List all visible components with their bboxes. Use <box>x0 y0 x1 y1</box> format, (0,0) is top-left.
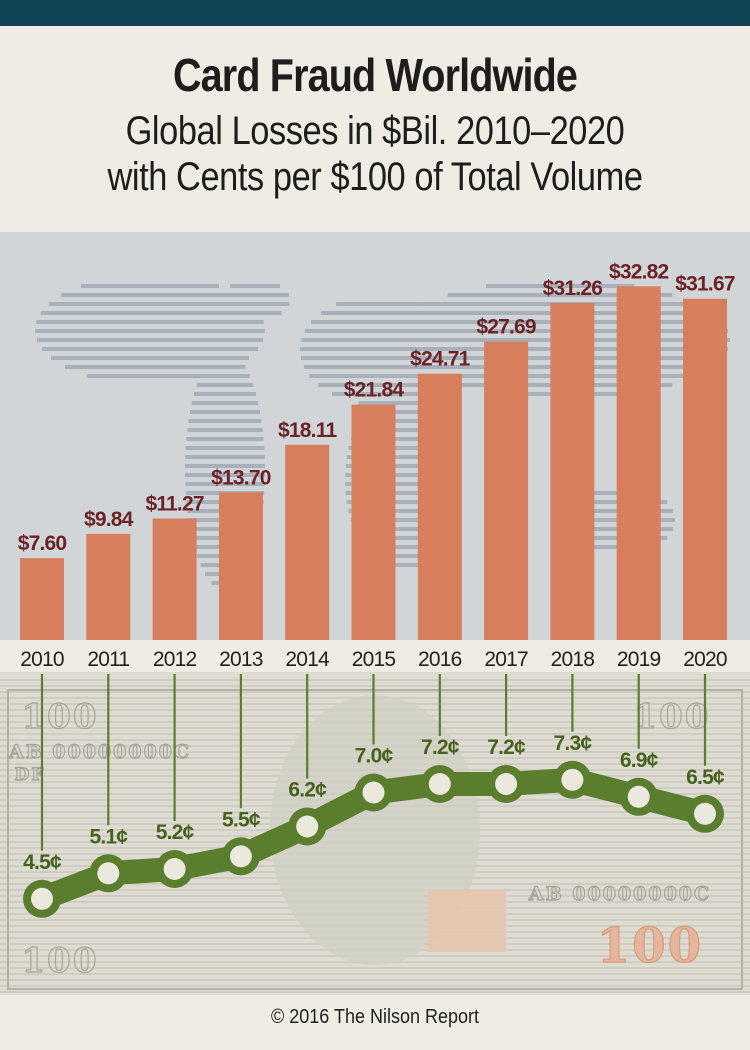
denomination-bottom-right: 100 <box>597 918 703 974</box>
year-label: 2013 <box>219 648 263 671</box>
year-axis-labels: 2010 2011 2012 2013 2014 2015 2016 2017 2018 2019… <box>20 648 727 671</box>
cents-point-2010 <box>31 887 53 910</box>
cents-point-2011 <box>97 862 120 885</box>
year-leader-lines <box>40 674 707 851</box>
note-border <box>7 689 743 990</box>
denomination-top-left: 100 <box>22 697 99 737</box>
bar-value-label: $27.69 <box>476 316 536 339</box>
bar-2010 <box>20 558 64 640</box>
bar-2018 <box>550 303 595 640</box>
bar-2013 <box>218 492 263 640</box>
bar-2011 <box>86 533 131 640</box>
year-label: 2014 <box>285 648 330 671</box>
bar-value-label: $21.84 <box>344 379 405 402</box>
cents-value-label: 5.2¢ <box>156 821 195 844</box>
cents-point-2018 <box>561 768 584 791</box>
denomination-bottom-left: 100 <box>22 941 99 981</box>
bar-2014 <box>285 444 330 640</box>
year-label: 2015 <box>352 648 396 671</box>
year-label: 2020 <box>683 648 727 671</box>
year-label: 2010 <box>20 648 64 671</box>
bar-value-label: $7.60 <box>18 532 67 555</box>
serial-number-left: AB 00000000C <box>8 741 191 763</box>
bar-2012 <box>152 518 197 640</box>
year-label: 2018 <box>551 648 595 671</box>
bar-value-label: $11.27 <box>145 493 203 516</box>
bar-2016 <box>417 373 462 640</box>
portrait-shape <box>270 695 480 965</box>
cents-point-2014 <box>296 815 319 838</box>
title-block: Card Fraud Worldwide Global Losses in $B… <box>0 26 750 230</box>
cents-point-2017 <box>495 773 518 795</box>
bar-value-label: $9.84 <box>84 508 134 531</box>
year-label: 2012 <box>153 648 197 671</box>
cents-value-label: 7.2¢ <box>487 736 526 759</box>
bar-value-label: $13.70 <box>211 466 271 489</box>
cents-per-100-line <box>23 760 724 918</box>
bar-value-label: $31.26 <box>543 277 603 300</box>
year-label: 2011 <box>87 648 129 671</box>
cents-value-label: 6.5¢ <box>686 766 725 789</box>
header-bar <box>0 0 750 26</box>
cents-value-label: 5.1¢ <box>89 825 128 848</box>
cents-point-2016 <box>428 773 451 795</box>
seal-shape <box>428 890 506 952</box>
year-label: 2016 <box>418 648 462 671</box>
cents-per-100-labels: 4.5¢ 5.1¢ 5.2¢ 5.5¢ 6.2¢ 7.0¢ 7.2¢ 7.2¢ 7.3¢ 6.9¢… <box>23 732 726 874</box>
bar-value-label: $32.82 <box>609 260 669 283</box>
cents-value-label: 7.3¢ <box>554 732 593 755</box>
cents-value-label: 7.2¢ <box>421 736 460 759</box>
denomination-top-right: 100 <box>634 697 711 737</box>
fraud-loss-labels: $7.60 $9.84 $11.27 $13.70 $18.11 $21.84$24.71… <box>18 260 736 555</box>
year-label: 2017 <box>484 648 528 671</box>
cents-value-label: 5.5¢ <box>222 808 261 831</box>
cents-point-2019 <box>627 785 650 808</box>
cents-value-label: 6.2¢ <box>288 779 327 802</box>
chart-subtitle-line-2: with Cents per $100 of Total Volume <box>107 155 643 199</box>
bar-2015 <box>351 404 396 640</box>
fraud-loss-bars <box>20 286 727 640</box>
cents-point-2020 <box>694 802 716 825</box>
serial-number-right: AB 00000000C <box>528 883 711 905</box>
bar-value-label: $24.71 <box>410 348 471 371</box>
cents-point-2015 <box>362 781 385 804</box>
cents-point-2013 <box>229 845 252 868</box>
bar-2019 <box>616 286 661 640</box>
copyright-notice: © 2016 The Nilson Report <box>270 1006 480 1028</box>
year-label: 2019 <box>617 648 661 671</box>
plate-code: DF <box>15 765 46 785</box>
cents-value-label: 6.9¢ <box>620 749 659 772</box>
bar-value-label: $31.67 <box>675 273 735 296</box>
chart-title: Card Fraud Worldwide <box>172 49 578 101</box>
cents-value-label: 4.5¢ <box>23 851 62 874</box>
bar-2020 <box>683 298 727 640</box>
bar-value-label: $18.11 <box>278 419 337 442</box>
cents-point-2012 <box>163 858 186 880</box>
bar-2017 <box>484 341 529 640</box>
chart-subtitle-line-1: Global Losses in $Bil. 2010–2020 <box>125 109 625 153</box>
cents-value-label: 7.0¢ <box>355 745 394 768</box>
